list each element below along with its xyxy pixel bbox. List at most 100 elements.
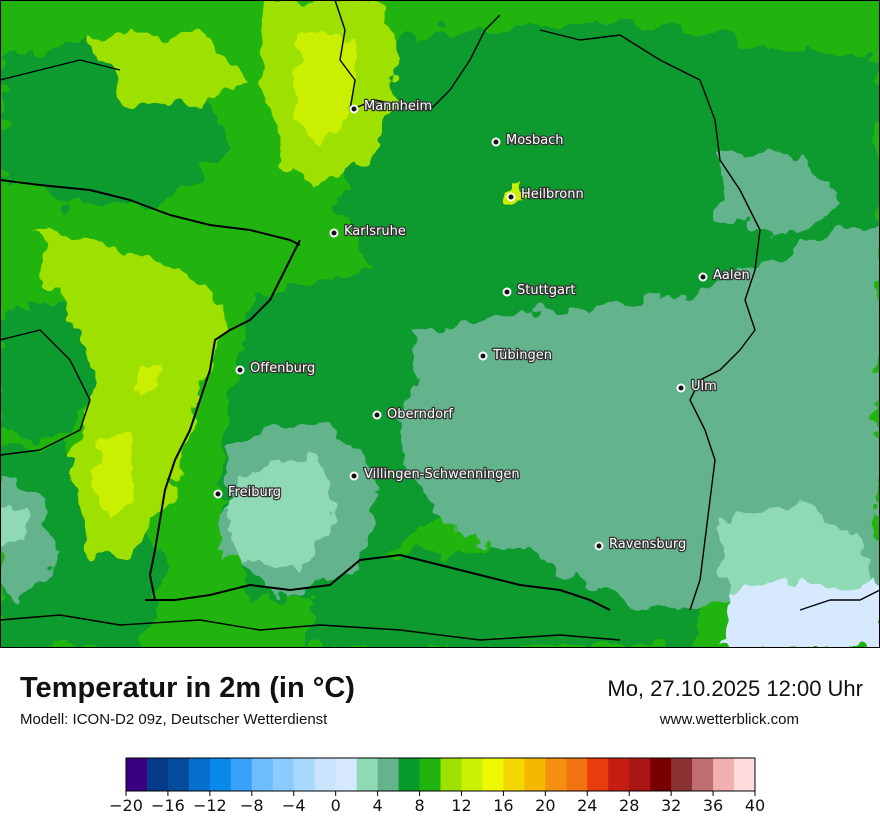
city-ravensburg: Ravensburg [594,536,688,553]
legend-swatch [713,758,735,791]
legend-tick-label: 4 [373,796,383,815]
regional-border-southeast [799,589,880,611]
legend-swatch [503,758,525,791]
city-freiburg: Freiburg [213,484,282,501]
legend-swatch [230,758,253,791]
legend-tick-label: 24 [577,796,597,815]
country-border-france-north [0,179,301,246]
legend-tick-label: −8 [240,796,264,815]
zone-lime-mannheim [295,30,360,150]
city-label: Offenburg [250,361,315,376]
legend-swatch [209,758,232,791]
zone-lime-rhine-south [95,430,135,520]
city-ulm: Ulm [676,378,718,395]
legend-border [125,757,756,792]
state-border-north [334,0,501,111]
city-stuttgart: Stuttgart [502,282,577,299]
model-source: Modell: ICON-D2 09z, Deutscher Wetterdie… [20,711,328,728]
legend-tick-label: 0 [331,796,341,815]
zone-pale-teal-blackforest [225,455,335,570]
legend-swatch [524,758,546,791]
legend-tick-label: 40 [745,796,765,815]
city-aalen: Aalen [698,267,751,284]
regional-border-west [0,329,91,456]
city-mosbach: Mosbach [491,132,565,149]
city-mannheim: Mannheim [349,98,433,115]
legend-tick-label: 28 [619,796,639,815]
legend-swatch [671,758,693,791]
legend-swatch [188,758,211,791]
legend-ticks: −20 −16 −12 −8 −4 0 4 8 12 16 20 24 28 32 36 40 [109,791,765,815]
legend-tick-label: 16 [493,796,513,815]
country-border-rhine [149,239,301,601]
legend-tick-label: −16 [151,796,185,815]
legend-tick-label: 8 [414,796,424,815]
zone-pale-teal-west [0,505,30,545]
legend-swatch [650,758,672,791]
legend-swatch [629,758,651,791]
legend-swatch [335,758,358,791]
legend-tick-label: 12 [451,796,471,815]
city-label: Ulm [691,379,717,394]
legend-swatches [125,757,756,792]
state-border-east [539,29,761,611]
map-title: Temperatur in 2m (in °C) [20,672,355,704]
legend-swatch [126,758,148,791]
temperature-map: Mannheim Mosbach Heilbronn Karlsruhe Aal… [0,0,880,648]
city-label: Ravensburg [609,537,686,552]
legend-swatch [440,758,462,791]
city-markers: Mannheim Mosbach Heilbronn Karlsruhe Aal… [213,98,751,553]
zone-pale-blue-allgaeu [720,580,880,648]
city-offenburg: Offenburg [235,360,317,377]
zone-dark-green-north [340,20,880,330]
zone-yellow-green-rhine-south [30,230,230,560]
map-footer: Temperatur in 2m (in °C) Modell: ICON-D2… [0,648,880,830]
legend-swatch [251,758,274,791]
legend-swatch [377,758,399,791]
forecast-datetime: Mo, 27.10.2025 12:00 Uhr [607,676,863,701]
city-label: Tübingen [492,348,552,363]
legend-swatch [482,758,504,791]
zone-teal-northeast [720,150,840,240]
legend-swatch [356,758,378,791]
legend-tick-label: −12 [193,796,227,815]
legend-swatch [167,758,190,791]
city-tuebingen: Tübingen [478,347,553,364]
color-legend: −20 −16 −12 −8 −4 0 4 8 12 16 20 24 28 32 36 40 [109,757,765,815]
city-label: Oberndorf [387,407,453,422]
legend-swatch [293,758,316,791]
legend-swatch [398,758,420,791]
legend-swatch [608,758,630,791]
city-label: Heilbronn [521,187,584,202]
legend-swatch [734,758,756,791]
legend-swatch [461,758,483,791]
zone-yellow-green-northwest [90,30,240,110]
city-label: Villingen-Schwenningen [364,467,520,482]
legend-swatch [146,758,169,791]
legend-swatch [419,758,441,791]
legend-swatch [692,758,714,791]
city-label: Stuttgart [517,283,575,298]
legend-swatch [587,758,609,791]
website-link[interactable]: www.wetterblick.com [659,711,799,728]
city-label: Freiburg [228,485,281,500]
city-label: Mannheim [364,99,432,114]
legend-swatch [545,758,567,791]
city-heilbronn: Heilbronn [506,186,585,203]
city-karlsruhe: Karlsruhe [329,223,407,240]
legend-tick-label: −20 [109,796,143,815]
legend-swatch [272,758,295,791]
legend-tick-label: 32 [661,796,681,815]
legend-swatch [314,758,337,791]
city-label: Aalen [713,268,750,283]
regional-border-northwest [0,59,121,81]
city-villingen-schwenningen: Villingen-Schwenningen [349,466,521,483]
legend-tick-label: −4 [282,796,306,815]
zone-lime-offenburg [140,365,160,392]
city-label: Karlsruhe [344,224,406,239]
regional-border-south [0,614,621,641]
boundary-lines [0,0,880,641]
legend-swatch [566,758,588,791]
legend-tick-label: 20 [535,796,555,815]
country-border-switzerland [145,554,611,611]
